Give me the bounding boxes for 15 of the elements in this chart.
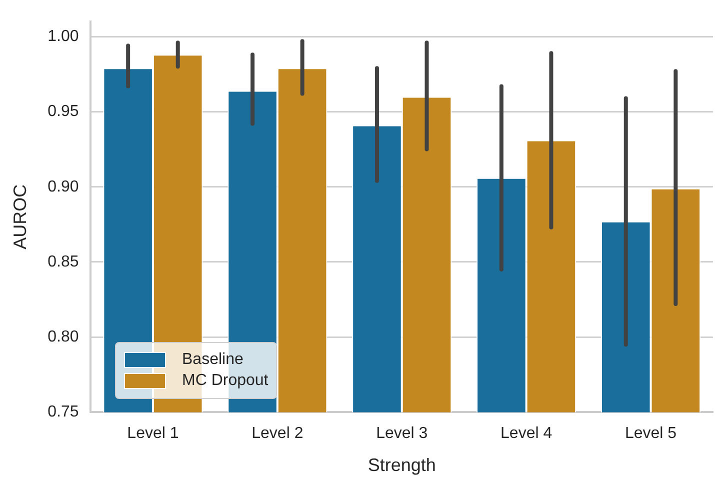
y-tick-label: 0.90	[48, 178, 79, 196]
y-tick-label: 0.95	[48, 103, 79, 120]
x-axis-title: Strength	[368, 455, 436, 476]
y-tick-label: 1.00	[48, 28, 79, 46]
legend-label: MC Dropout	[182, 372, 268, 390]
x-tick-label: Level 2	[252, 425, 304, 442]
x-tick-label: Level 5	[624, 425, 677, 442]
x-tick-label: Level 1	[127, 425, 179, 442]
legend-label: Baseline	[182, 351, 244, 369]
y-tick-label: 0.80	[48, 328, 79, 346]
y-tick-label: 0.85	[48, 253, 79, 270]
x-tick-label: Level 3	[376, 425, 428, 442]
y-axis-title: AUROC	[10, 184, 30, 250]
x-tick-label: Level 4	[500, 425, 552, 442]
y-tick-label: 0.75	[48, 404, 79, 421]
